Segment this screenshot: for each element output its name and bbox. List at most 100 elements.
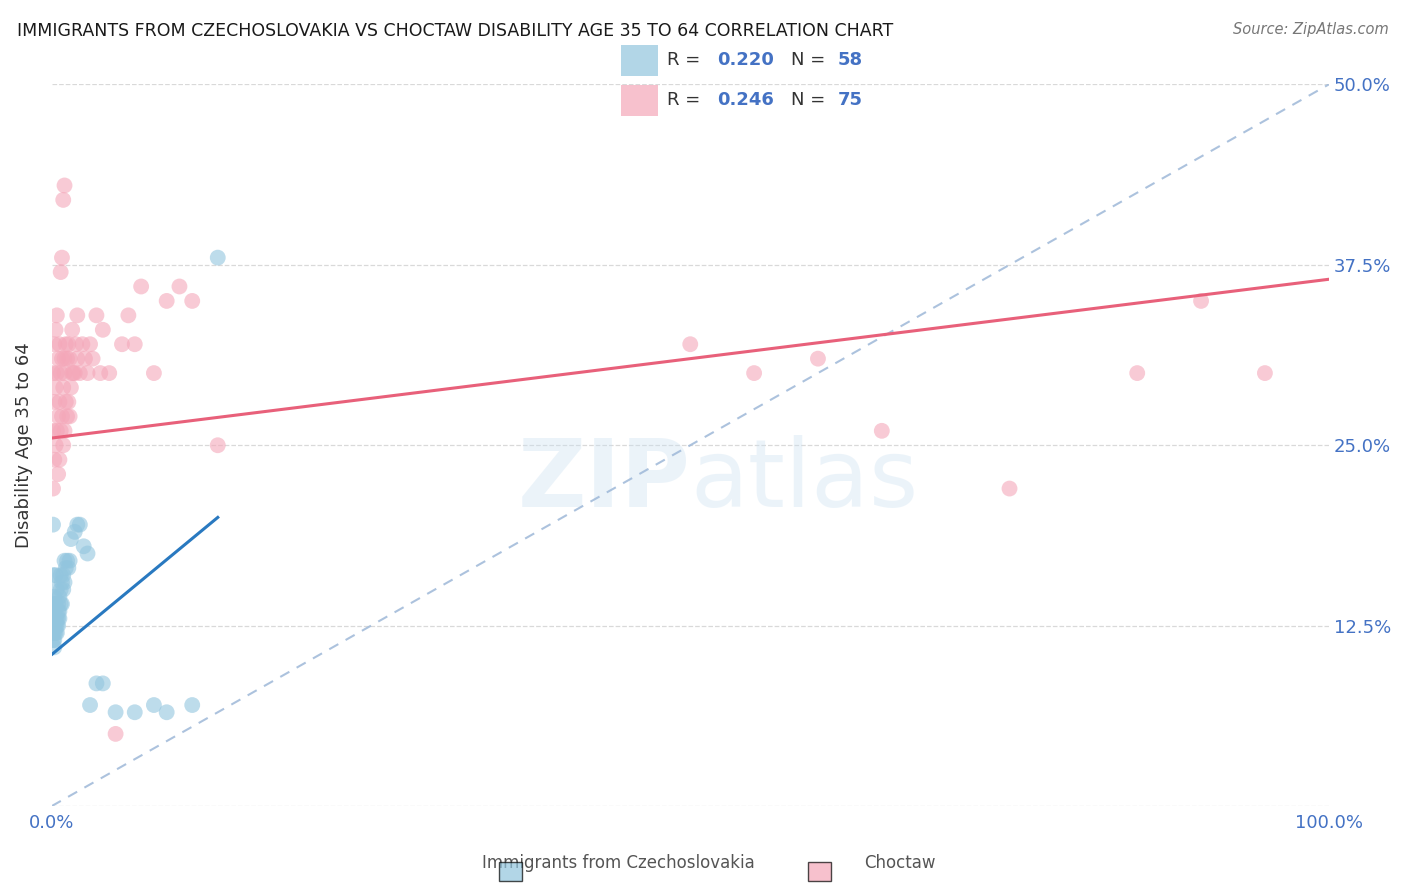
Point (48, 590, 70, 604)
Point (49, 568, 72, 582)
Point (44, 597, 66, 611)
Point (60, 366, 83, 380)
Point (73, 539, 96, 553)
Point (45, 323, 67, 337)
Text: N =: N = (792, 91, 831, 109)
Point (63, 366, 86, 380)
Text: R =: R = (668, 91, 706, 109)
Point (91, 676, 114, 690)
Point (51, 409, 73, 424)
Point (104, 705, 127, 719)
Point (1189, 293, 1212, 308)
Point (58, 395, 80, 409)
Point (42, 597, 65, 611)
Point (181, 698, 204, 712)
Point (98, 366, 121, 380)
Text: 58: 58 (838, 51, 862, 69)
Point (48, 604, 70, 618)
Point (69, 366, 91, 380)
Point (59, 351, 82, 366)
Point (45, 582, 67, 597)
Point (86, 676, 108, 690)
Point (79, 698, 101, 712)
Point (86, 309, 108, 323)
Point (45, 618, 67, 632)
Point (42, 611, 65, 625)
Text: N =: N = (792, 51, 831, 69)
Point (59, 380, 82, 394)
Point (46, 604, 69, 618)
Point (65, 337, 87, 351)
Point (169, 279, 191, 293)
Point (52, 380, 75, 394)
Point (42, 424, 65, 438)
Point (181, 293, 204, 308)
Point (42, 482, 65, 496)
Point (129, 279, 152, 293)
Point (45, 424, 67, 438)
Point (807, 351, 830, 366)
Point (72, 337, 94, 351)
Point (49, 265, 72, 279)
Text: 0.246: 0.246 (717, 91, 773, 109)
Point (66, 517, 89, 532)
Point (53, 554, 76, 568)
Point (53, 351, 76, 366)
Point (55, 395, 77, 409)
Point (63, 524, 86, 539)
Point (58, 561, 80, 575)
Point (66, 309, 89, 323)
Point (76, 366, 98, 380)
Point (46, 618, 69, 632)
Point (53, 575, 76, 590)
Y-axis label: Disability Age 35 to 64: Disability Age 35 to 64 (15, 343, 32, 548)
Point (52, 568, 75, 582)
Point (55, 337, 77, 351)
Point (48, 337, 70, 351)
Point (56, 351, 79, 366)
Point (51, 575, 73, 590)
Point (46, 611, 69, 625)
Text: R =: R = (668, 51, 706, 69)
Point (1126, 366, 1149, 380)
Point (42, 568, 65, 582)
Point (45, 611, 67, 625)
Point (45, 626, 67, 640)
Point (59, 554, 82, 568)
Point (48, 611, 70, 625)
Text: atlas: atlas (690, 435, 918, 527)
Point (142, 366, 165, 380)
Point (870, 424, 893, 438)
Point (124, 705, 146, 719)
Point (49, 366, 72, 380)
Point (44, 395, 66, 409)
Point (59, 532, 82, 546)
Point (45, 438, 67, 452)
Text: Immigrants from Czechoslovakia: Immigrants from Czechoslovakia (482, 855, 755, 872)
Point (44, 618, 66, 632)
Point (49, 424, 72, 438)
Point (52, 582, 75, 597)
Point (48, 395, 70, 409)
Point (45, 568, 67, 582)
Point (60, 323, 83, 337)
Point (91, 323, 114, 337)
Point (58, 337, 80, 351)
Point (42, 618, 65, 632)
Point (56, 409, 79, 424)
Point (156, 705, 179, 719)
Point (53, 424, 76, 438)
Text: ZIP: ZIP (517, 435, 690, 527)
Point (89, 366, 111, 380)
Point (49, 582, 72, 597)
Text: 0.220: 0.220 (717, 51, 773, 69)
Point (679, 337, 702, 351)
Point (48, 452, 70, 467)
Point (45, 597, 67, 611)
Point (73, 351, 96, 366)
Point (142, 698, 165, 712)
Point (117, 309, 139, 323)
Point (44, 452, 66, 467)
Point (207, 438, 229, 452)
Point (42, 633, 65, 648)
